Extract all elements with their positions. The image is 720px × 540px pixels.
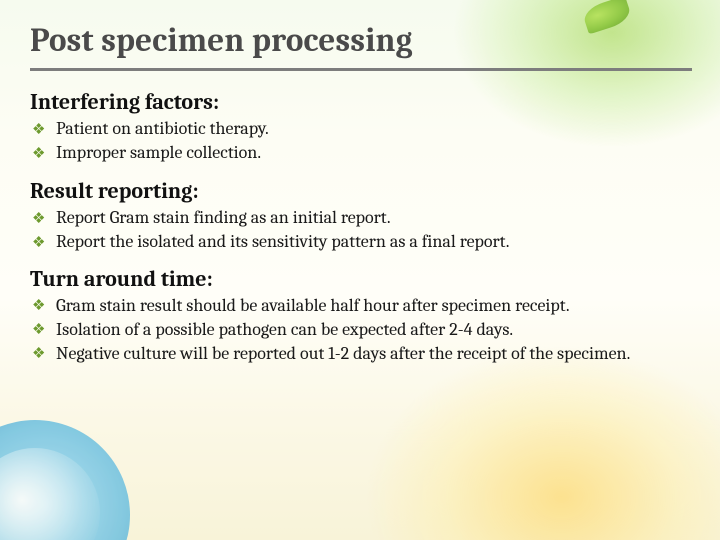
slide-container: Post specimen processing Interfering fac… xyxy=(0,0,720,540)
diamond-bullet-icon: ❖ xyxy=(32,143,45,163)
list-item-text: Negative culture will be reported out 1-… xyxy=(56,343,630,364)
diamond-bullet-icon: ❖ xyxy=(32,296,45,316)
list-item: ❖ Report Gram stain finding as an initial… xyxy=(30,206,692,230)
bullet-list: ❖ Patient on antibiotic therapy. ❖ Imprope… xyxy=(30,117,692,166)
list-item-text: Report Gram stain finding as an initial … xyxy=(56,207,391,228)
list-item: ❖ Isolation of a possible pathogen can be… xyxy=(30,318,692,342)
list-item-text: Report the isolated and its sensitivity … xyxy=(56,231,509,252)
list-item-text: Gram stain result should be available ha… xyxy=(56,295,570,316)
slide-title: Post specimen processing xyxy=(30,22,692,71)
section-heading: Turn around time: xyxy=(30,266,692,292)
diamond-bullet-icon: ❖ xyxy=(32,208,45,228)
bullet-list: ❖ Report Gram stain finding as an initial… xyxy=(30,206,692,255)
section-result-reporting: Result reporting: ❖ Report Gram stain fin… xyxy=(30,178,692,255)
list-item: ❖ Report the isolated and its sensitivity… xyxy=(30,230,692,254)
section-heading: Result reporting: xyxy=(30,178,692,204)
list-item-text: Patient on antibiotic therapy. xyxy=(56,118,269,139)
diamond-bullet-icon: ❖ xyxy=(32,119,45,139)
section-turn-around-time: Turn around time: ❖ Gram stain result sho… xyxy=(30,266,692,365)
list-item-text: Isolation of a possible pathogen can be … xyxy=(56,319,513,340)
list-item: ❖ Gram stain result should be available h… xyxy=(30,294,692,318)
diamond-bullet-icon: ❖ xyxy=(32,344,45,364)
section-interfering-factors: Interfering factors: ❖ Patient on antibio… xyxy=(30,89,692,166)
diamond-bullet-icon: ❖ xyxy=(32,232,45,252)
list-item: ❖ Negative culture will be reported out 1… xyxy=(30,342,692,366)
list-item-text: Improper sample collection. xyxy=(56,142,261,163)
section-heading: Interfering factors: xyxy=(30,89,692,115)
bullet-list: ❖ Gram stain result should be available h… xyxy=(30,294,692,365)
diamond-bullet-icon: ❖ xyxy=(32,320,45,340)
list-item: ❖ Patient on antibiotic therapy. xyxy=(30,117,692,141)
list-item: ❖ Improper sample collection. xyxy=(30,141,692,165)
